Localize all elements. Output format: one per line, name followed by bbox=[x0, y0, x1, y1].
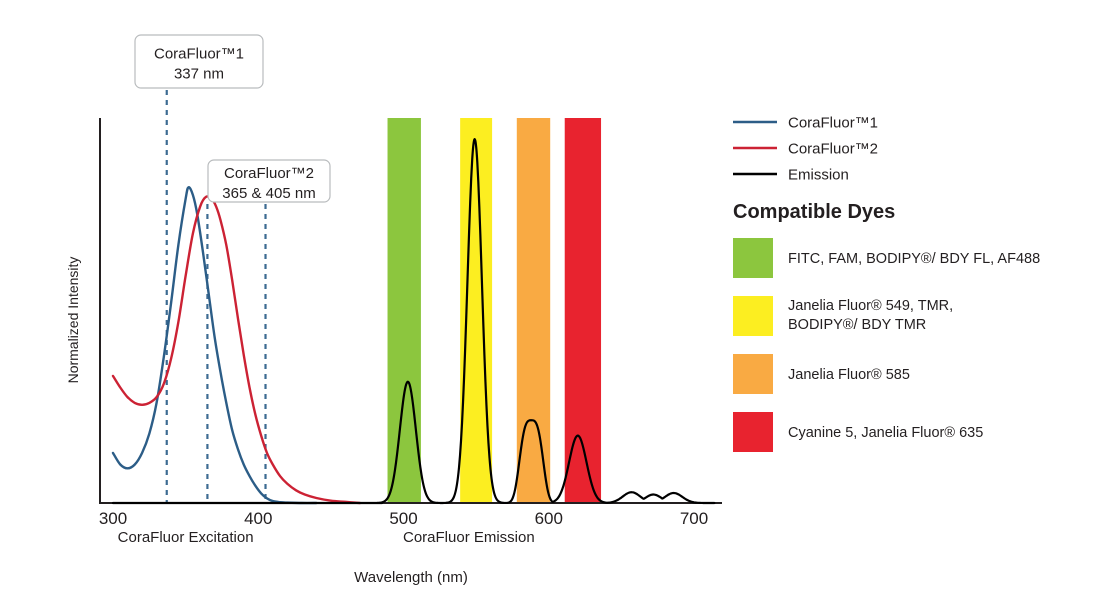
dye-label-4-line-1: Cyanine 5, Janelia Fluor® 635 bbox=[788, 425, 983, 441]
corafluor1-callout: CoraFluor™1 337 nm bbox=[134, 34, 264, 89]
x-tick-label-500: 500 bbox=[389, 509, 417, 528]
dye-swatch-2 bbox=[733, 296, 773, 336]
excitation-markers-group bbox=[165, 90, 267, 503]
x-tick-label-700: 700 bbox=[680, 509, 708, 528]
plot-axes bbox=[99, 118, 722, 504]
dye-swatch-4 bbox=[733, 412, 773, 452]
x-tick-label-400: 400 bbox=[244, 509, 272, 528]
curve-corafluor1-excitation bbox=[111, 186, 318, 505]
corafluor1-callout-line2: 337 nm bbox=[174, 66, 224, 83]
axis-region-label-emission: CoraFluor Emission bbox=[403, 529, 535, 546]
x-tick-label-600: 600 bbox=[535, 509, 563, 528]
dye-swatch-3 bbox=[733, 354, 773, 394]
corafluor1-callout-line1: CoraFluor™1 bbox=[154, 46, 244, 63]
axis-region-label-excitation: CoraFluor Excitation bbox=[118, 529, 254, 546]
corafluor2-callout-box bbox=[207, 159, 331, 203]
dye-label-1-line-1: FITC, FAM, BODIPY®/ BDY FL, AF488 bbox=[788, 251, 1040, 267]
filter-bands-group bbox=[387, 118, 602, 503]
compatible-dyes-heading: Compatible Dyes bbox=[733, 201, 895, 223]
legend-series-entry-2: CoraFluor™2 bbox=[733, 141, 878, 158]
corafluor2-callout: CoraFluor™2 365 & 405 nm bbox=[207, 159, 331, 203]
legend-series-label-3: Emission bbox=[788, 167, 849, 184]
spectra-curves-group bbox=[111, 138, 716, 505]
dye-label-2-line-2: BODIPY®/ BDY TMR bbox=[788, 317, 926, 333]
dye-label-2-line-1: Janelia Fluor® 549, TMR, bbox=[788, 298, 953, 314]
dye-legend-entry-4: Cyanine 5, Janelia Fluor® 635 bbox=[733, 412, 983, 452]
green-band bbox=[387, 118, 421, 503]
corafluor2-callout-line1: CoraFluor™2 bbox=[224, 165, 314, 182]
dye-label-3-line-1: Janelia Fluor® 585 bbox=[788, 367, 910, 383]
legend-series-label-1: CoraFluor™1 bbox=[788, 115, 878, 132]
yellow-band bbox=[460, 118, 493, 503]
y-axis-title: Normalized Intensity bbox=[65, 257, 81, 384]
x-tick-labels-group: 300 400 500 600 700 bbox=[99, 509, 708, 528]
dye-legend-entry-2: Janelia Fluor® 549, TMR, BODIPY®/ BDY TMR bbox=[733, 296, 953, 336]
red-band bbox=[564, 118, 602, 503]
axis-region-labels-group: CoraFluor Excitation CoraFluor Emission bbox=[118, 529, 535, 546]
curve-emission bbox=[111, 138, 716, 505]
curve-corafluor2-excitation bbox=[111, 195, 362, 505]
corafluor1-callout-box bbox=[134, 34, 264, 89]
x-tick-label-300: 300 bbox=[99, 509, 127, 528]
legend-series-entry-1: CoraFluor™1 bbox=[733, 115, 878, 132]
legend-series-label-2: CoraFluor™2 bbox=[788, 141, 878, 158]
corafluor2-callout-line2: 365 & 405 nm bbox=[222, 185, 315, 202]
dye-swatch-1 bbox=[733, 238, 773, 278]
dye-legend-entry-1: FITC, FAM, BODIPY®/ BDY FL, AF488 bbox=[733, 238, 1040, 278]
legend-series-entry-3: Emission bbox=[733, 167, 849, 184]
callouts-group: CoraFluor™1 337 nm CoraFluor™2 365 & 405 nm bbox=[134, 34, 331, 203]
legend-group: CoraFluor™1 CoraFluor™2 Emission Compatible… bbox=[733, 115, 1040, 452]
dye-legend-entry-3: Janelia Fluor® 585 bbox=[733, 354, 910, 394]
axes-group bbox=[99, 118, 722, 504]
x-axis-title: Wavelength (nm) bbox=[354, 569, 468, 586]
